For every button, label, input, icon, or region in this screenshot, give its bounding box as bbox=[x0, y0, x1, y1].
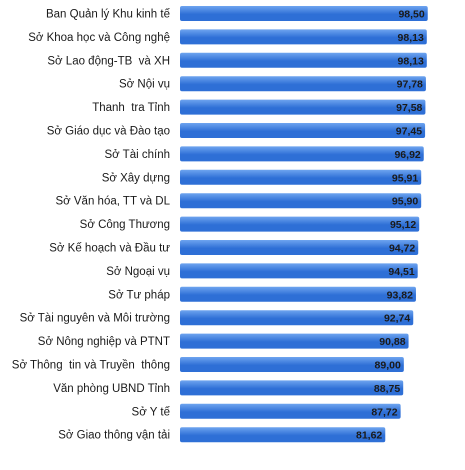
category-label: Văn phòng UBND Tỉnh bbox=[53, 383, 170, 395]
bar bbox=[180, 76, 426, 92]
category-label: Sở Nông nghiệp và PTNT bbox=[38, 336, 170, 348]
bar bbox=[180, 286, 416, 302]
value-label: 94,51 bbox=[388, 266, 414, 278]
category-label: Sở Thông tin và Truyền thông bbox=[12, 360, 170, 372]
value-label: 95,90 bbox=[392, 196, 418, 208]
category-label: Sở Văn hóa, TT và DL bbox=[55, 196, 170, 208]
category-label: Sở Tư pháp bbox=[108, 289, 170, 301]
value-label: 98,50 bbox=[398, 9, 424, 21]
bar bbox=[180, 193, 422, 209]
category-label: Sở Ngoại vụ bbox=[106, 266, 170, 278]
category-label: Sở Y tế bbox=[132, 406, 171, 418]
value-label: 87,72 bbox=[371, 406, 397, 418]
bar bbox=[180, 146, 424, 162]
category-label: Sở Khoa học và Công nghệ bbox=[28, 32, 170, 44]
bar bbox=[180, 29, 427, 45]
bar bbox=[180, 216, 420, 232]
value-label: 95,12 bbox=[390, 219, 416, 231]
value-label: 98,13 bbox=[398, 55, 424, 67]
value-label: 94,72 bbox=[389, 243, 415, 255]
value-label: 89,00 bbox=[375, 360, 401, 372]
category-label: Sở Giáo dục và Đào tạo bbox=[47, 126, 170, 138]
category-label: Sở Nội vụ bbox=[119, 79, 170, 91]
value-label: 81,62 bbox=[356, 430, 382, 442]
bar bbox=[180, 427, 386, 443]
bars-group: Ban Quản lý Khu kinh tế 98,50 Sở Khoa học … bbox=[12, 6, 428, 443]
bar bbox=[180, 99, 426, 115]
value-label: 93,82 bbox=[387, 289, 413, 301]
bar bbox=[180, 333, 409, 349]
value-label: 90,88 bbox=[379, 336, 405, 348]
value-label: 95,91 bbox=[392, 172, 418, 184]
category-label: Thanh tra Tỉnh bbox=[92, 102, 170, 114]
value-label: 92,74 bbox=[384, 313, 410, 325]
bar bbox=[180, 357, 404, 372]
category-label: Sở Tài nguyên và Môi trường bbox=[20, 313, 170, 325]
category-label: Sở Tài chính bbox=[104, 149, 170, 161]
category-label: Ban Quản lý Khu kinh tế bbox=[46, 9, 171, 21]
category-label: Sở Kế hoạch và Đầu tư bbox=[49, 243, 170, 255]
bar bbox=[180, 380, 404, 396]
category-label: Sở Công Thương bbox=[80, 219, 170, 231]
value-label: 97,45 bbox=[396, 126, 422, 138]
bar bbox=[180, 6, 428, 21]
value-label: 98,13 bbox=[398, 32, 424, 44]
bar bbox=[180, 263, 418, 279]
value-label: 97,58 bbox=[396, 102, 422, 114]
bar bbox=[180, 52, 427, 68]
value-label: 97,78 bbox=[397, 79, 423, 91]
value-label: 88,75 bbox=[374, 383, 400, 395]
category-label: Sở Xây dựng bbox=[102, 172, 170, 184]
bar bbox=[180, 123, 426, 138]
bar bbox=[180, 403, 401, 419]
category-label: Sở Lao động-TB và XH bbox=[47, 55, 170, 67]
bar bbox=[180, 310, 414, 326]
value-label: 96,92 bbox=[394, 149, 420, 161]
bar bbox=[180, 169, 422, 185]
bar bbox=[180, 240, 419, 255]
category-label: Sở Giao thông vận tải bbox=[58, 430, 170, 442]
